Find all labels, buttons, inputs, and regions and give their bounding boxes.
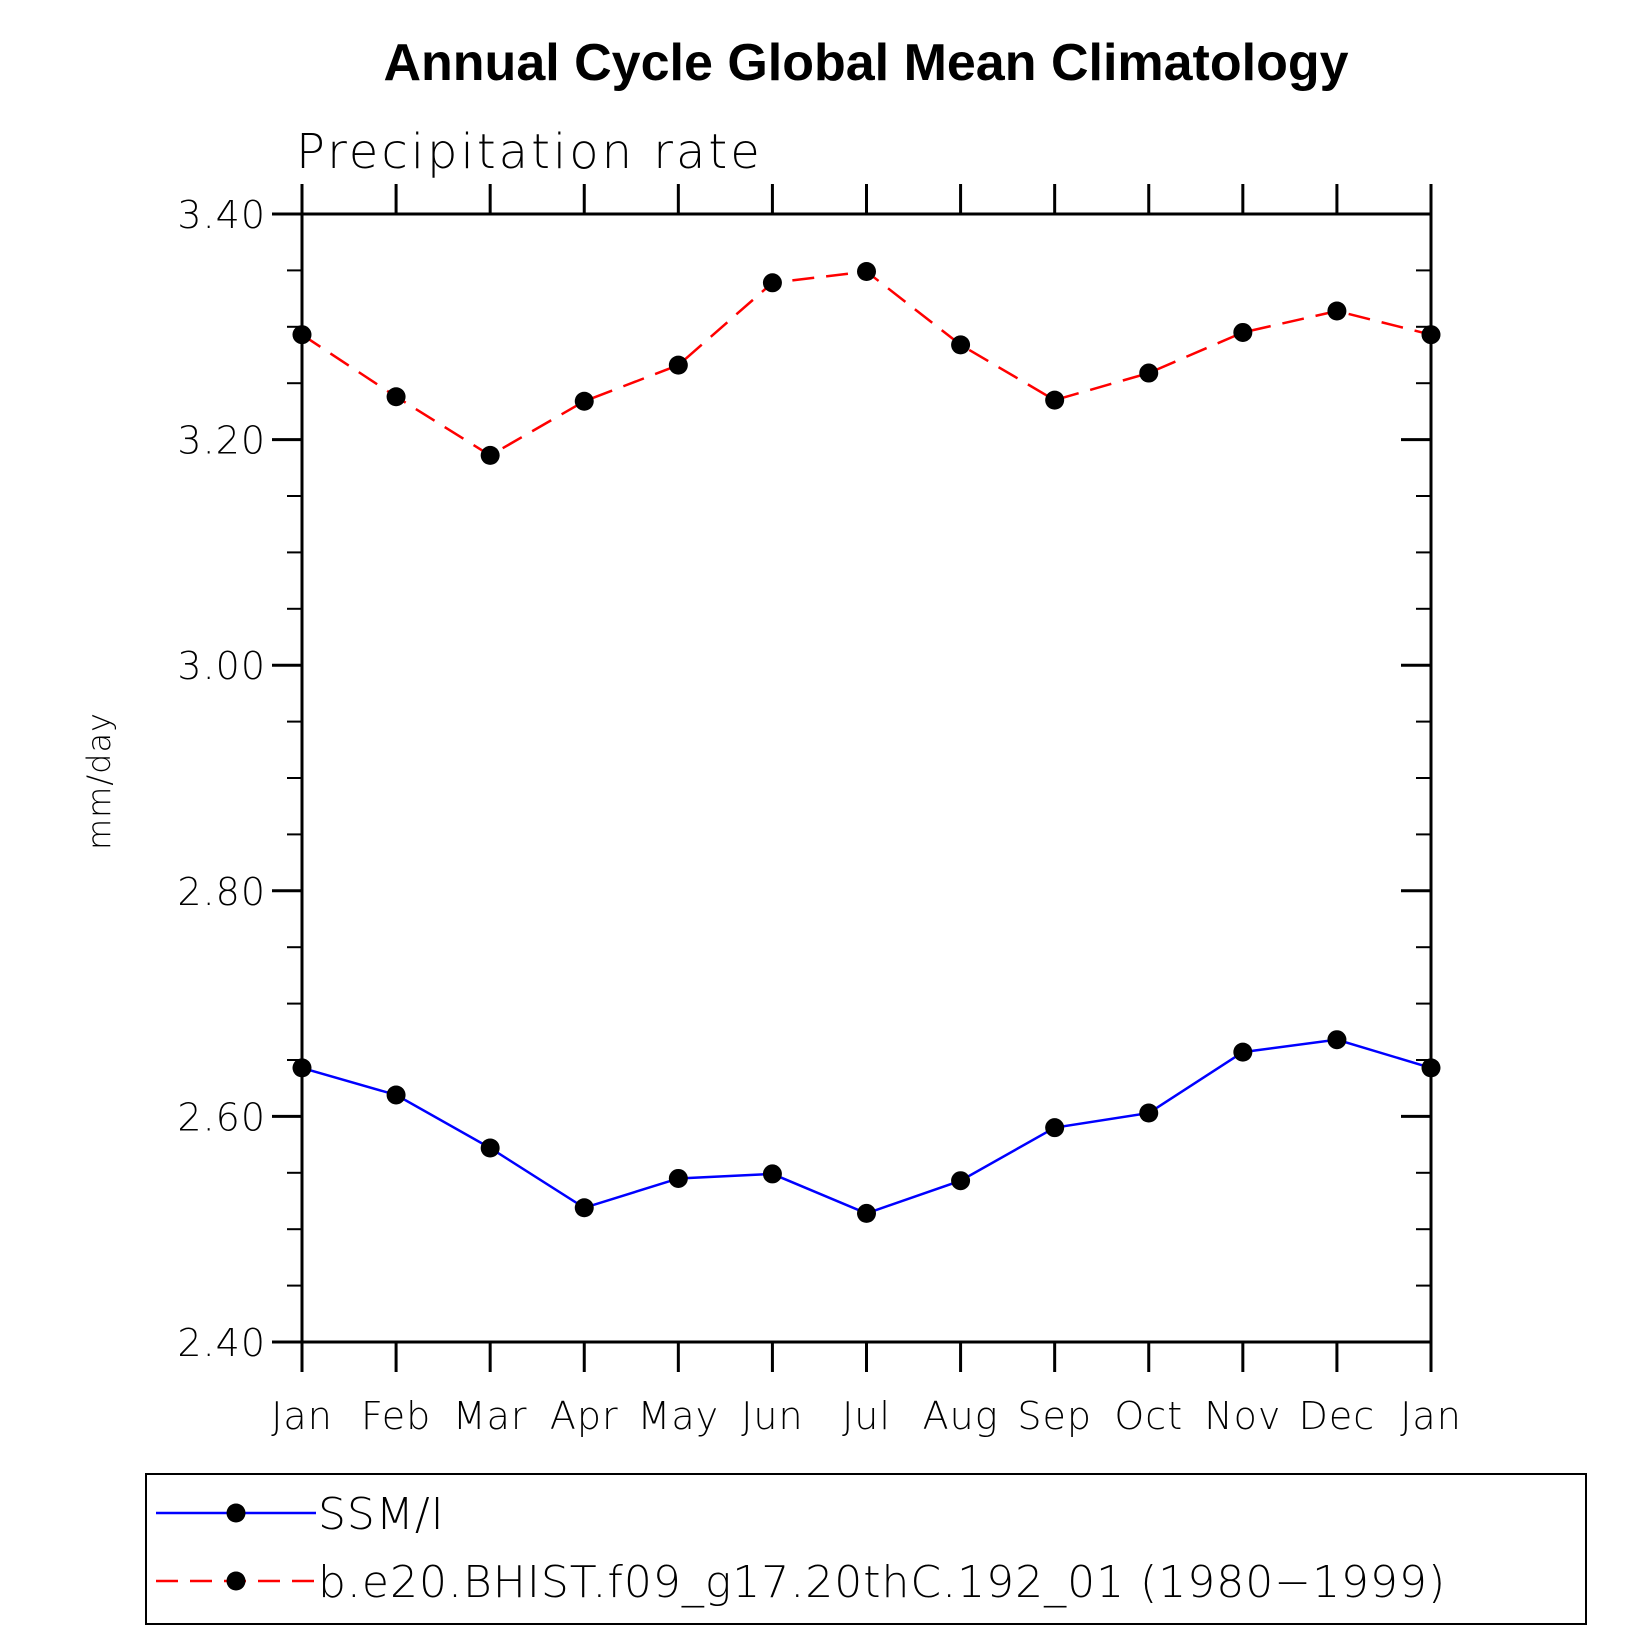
data-point [292,325,312,345]
axes: Jan Feb Mar Apr May Jun Jul Aug Sep Oct Nov Dec Jan2… [177,184,1461,1438]
x-tick-label: May [638,1394,720,1438]
x-tick-label: Mar [453,1394,528,1438]
y-axis-label: mm/day [80,712,118,850]
x-tick-label: Jul [842,1394,891,1438]
data-point [292,1058,312,1078]
data-point [1233,1042,1253,1062]
x-tick-label: Nov [1204,1394,1281,1438]
data-point [668,355,688,375]
chart-subtitle: Precipitation rate [296,124,763,180]
data-point [951,335,971,355]
data-point [1327,1030,1347,1050]
y-tick-label: 3.00 [177,644,266,688]
legend: SSM/I b.e20.BHIST.f09_g17.20thC.192_01 (1… [145,1473,1587,1625]
data-point [762,1164,782,1184]
y-tick-label: 2.40 [177,1321,266,1365]
x-tick-label: Apr [550,1394,619,1438]
legend-label: b.e20.BHIST.f09_g17.20thC.192_01 (1980−1… [318,1557,1446,1608]
x-tick-label: Jun [741,1394,803,1438]
data-point [1327,301,1347,321]
data-point [1045,1118,1065,1138]
legend-marker [226,1571,246,1591]
series-line [301,1038,1432,1215]
legend-item: b.e20.BHIST.f09_g17.20thC.192_01 (1980−1… [156,1557,1446,1608]
data-point [480,1138,500,1158]
plot-frame [300,212,1433,1344]
x-tick-label: Jan [1400,1394,1462,1438]
x-tick-label: Dec [1299,1394,1376,1438]
x-tick-label: Feb [361,1394,431,1438]
data-point [480,445,500,465]
y-tick-label: 2.80 [177,870,266,914]
legend-label: SSM/I [318,1489,445,1540]
data-point [386,1085,406,1105]
series-line [301,270,1432,457]
series-2 [292,262,1441,465]
data-point [1139,363,1159,383]
data-point [762,273,782,293]
x-tick-label: Aug [923,1394,999,1438]
data-point [574,1198,594,1218]
data-point [1421,1058,1441,1078]
x-tick-label: Sep [1017,1394,1092,1438]
data-point [857,262,876,282]
data-point [951,1171,971,1191]
chart-title: Annual Cycle Global Mean Climatology [383,34,1348,92]
y-tick-label: 3.20 [177,419,266,463]
legend-item: SSM/I [156,1489,445,1540]
y-tick-label: 2.60 [177,1095,266,1139]
data-point [1421,325,1441,345]
legend-marker [226,1503,246,1523]
data-point [668,1168,688,1188]
series-layer [292,262,1441,1223]
data-point [574,391,594,411]
data-point [1045,390,1065,410]
legend-box [145,1473,1587,1625]
y-tick-label: 3.40 [177,193,266,237]
x-tick-label: Jan [271,1394,333,1438]
series-1 [292,1030,1441,1223]
data-point [857,1203,876,1223]
data-point [386,387,406,407]
data-point [1233,322,1253,342]
x-tick-label: Oct [1114,1394,1183,1438]
data-point [1139,1103,1159,1123]
